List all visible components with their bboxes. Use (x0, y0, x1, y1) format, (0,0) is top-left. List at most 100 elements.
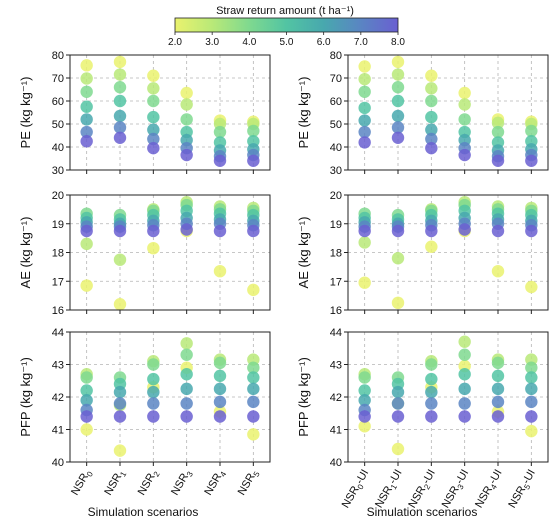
y-tick-label: 42 (52, 392, 64, 404)
data-point (180, 98, 193, 111)
data-point (247, 382, 260, 396)
data-point (80, 237, 93, 251)
y-axis-label: PE (kg kg⁻¹) (296, 77, 311, 149)
y-tick-label: 17 (52, 276, 64, 288)
data-point (491, 154, 505, 167)
data-point (113, 94, 127, 108)
data-point (525, 395, 538, 409)
axes-frame (69, 54, 271, 171)
data-point (525, 280, 538, 294)
data-point (391, 109, 405, 123)
panel-pfp-nsr-ui: 40 41 42 43 44 PFP (kg kg⁻¹) (296, 327, 549, 469)
data-point (525, 154, 538, 167)
y-tick-label: 80 (330, 50, 342, 62)
y-tick-label: 44 (52, 327, 64, 339)
data-point (458, 98, 471, 111)
data-point (491, 125, 505, 139)
data-point (391, 385, 405, 399)
data-point (425, 358, 438, 371)
data-point (80, 72, 93, 85)
y-tick-label: 19 (330, 219, 342, 231)
data-point (391, 121, 405, 134)
y-tick-label: 60 (52, 96, 64, 108)
data-point (391, 131, 405, 144)
data-point (213, 410, 227, 423)
data-point (80, 125, 93, 139)
y-tick-label: 40 (52, 142, 64, 154)
data-point (80, 371, 93, 384)
data-point (358, 72, 371, 86)
data-point (213, 395, 227, 409)
data-point (425, 385, 438, 399)
data-point (80, 85, 93, 99)
data-point (458, 382, 471, 396)
data-point (391, 252, 405, 265)
data-point (113, 224, 127, 238)
data-point (147, 241, 160, 255)
data-point (113, 385, 127, 399)
panel-pfp-nsr: 40 41 42 43 44 PFP (kg kg⁻¹) (18, 327, 271, 469)
y-tick-label: 60 (330, 96, 342, 108)
data-point (425, 110, 438, 124)
panel-pe-nsr-ui: 30 40 50 60 70 80 PE (kg kg⁻¹) (296, 50, 549, 177)
data-point (180, 337, 193, 350)
data-point (213, 264, 227, 278)
data-point (458, 86, 471, 100)
data-point (425, 132, 438, 146)
data-point (147, 410, 160, 423)
y-axis-label: PFP (kg kg⁻¹) (296, 357, 311, 437)
data-point (491, 356, 505, 370)
data-point (391, 68, 405, 81)
x-tick-label: NSR5 (236, 467, 262, 498)
y-tick-label: 70 (330, 73, 342, 85)
data-point (458, 223, 471, 236)
data-point (147, 110, 160, 124)
data-point (147, 224, 160, 238)
data-point (147, 94, 160, 108)
data-point (147, 397, 160, 410)
data-point (180, 148, 193, 162)
data-point (147, 82, 160, 95)
x-tick-label: NSR3 (169, 467, 195, 498)
data-point (80, 135, 93, 148)
y-tick-label: 40 (330, 457, 342, 469)
data-point (358, 371, 371, 384)
y-tick-label: 43 (52, 360, 64, 372)
data-point (425, 410, 438, 423)
data-point (147, 123, 160, 136)
data-point (247, 371, 260, 384)
data-point (147, 358, 160, 371)
x-tick-label: NSR4-UI (473, 468, 506, 512)
colorbar: Straw return amount (t ha⁻¹) 2.0 3.0 4.0 5.… (168, 5, 405, 48)
y-tick-label: 80 (52, 50, 64, 62)
data-point (391, 224, 405, 238)
data-point (525, 410, 538, 423)
data-point (425, 224, 438, 238)
data-point (213, 224, 227, 238)
colorbar-tick-label: 5.0 (280, 37, 294, 48)
data-point (80, 224, 93, 238)
data-point (458, 148, 471, 162)
data-point (458, 335, 471, 348)
data-point (458, 397, 471, 410)
data-point (180, 86, 193, 100)
y-tick-label: 16 (52, 305, 64, 317)
data-point (391, 442, 405, 456)
data-point (113, 81, 127, 94)
colorbar-gradient (174, 17, 399, 33)
data-point (358, 394, 371, 407)
data-point (358, 276, 371, 289)
data-point (113, 131, 127, 144)
data-point (358, 85, 371, 99)
data-point (525, 124, 538, 138)
data-point (425, 397, 438, 410)
y-axis-label: AE (kg kg⁻¹) (18, 217, 33, 289)
y-tick-label: 18 (52, 248, 64, 260)
data-point (147, 132, 160, 146)
data-point (525, 371, 538, 384)
data-point (147, 372, 160, 386)
data-point (113, 68, 127, 81)
data-point (525, 361, 538, 374)
data-point (391, 55, 405, 69)
data-point (391, 410, 405, 423)
